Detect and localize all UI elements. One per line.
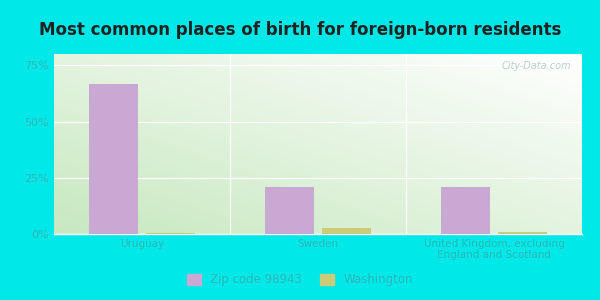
Bar [265,187,314,234]
Bar [441,187,490,234]
Legend: Zip code 98943, Washington: Zip code 98943, Washington [182,269,418,291]
Bar [497,232,547,234]
Bar [146,233,195,234]
Bar [89,84,139,234]
Text: City-Data.com: City-Data.com [502,61,571,71]
Bar [322,228,371,234]
Text: Most common places of birth for foreign-born residents: Most common places of birth for foreign-… [39,21,561,39]
